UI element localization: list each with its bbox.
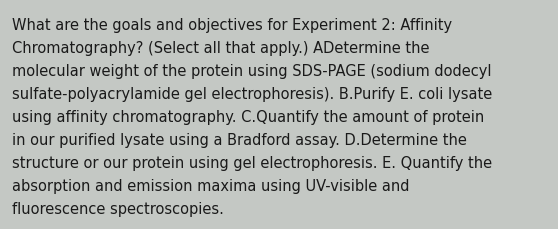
Text: Chromatography? (Select all that apply.) ADetermine the: Chromatography? (Select all that apply.)… — [12, 41, 430, 56]
Text: structure or our protein using gel electrophoresis. E. Quantify the: structure or our protein using gel elect… — [12, 155, 492, 170]
Text: molecular weight of the protein using SDS-PAGE (sodium dodecyl: molecular weight of the protein using SD… — [12, 64, 492, 79]
Text: fluorescence spectroscopies.: fluorescence spectroscopies. — [12, 201, 224, 216]
Text: using affinity chromatography. C.Quantify the amount of protein: using affinity chromatography. C.Quantif… — [12, 109, 484, 124]
Text: in our purified lysate using a Bradford assay. D.Determine the: in our purified lysate using a Bradford … — [12, 132, 467, 147]
Text: What are the goals and objectives for Experiment 2: Affinity: What are the goals and objectives for Ex… — [12, 18, 452, 33]
Text: sulfate-polyacrylamide gel electrophoresis). B.Purify E. coli lysate: sulfate-polyacrylamide gel electrophores… — [12, 87, 492, 101]
Text: absorption and emission maxima using UV-visible and: absorption and emission maxima using UV-… — [12, 178, 410, 193]
